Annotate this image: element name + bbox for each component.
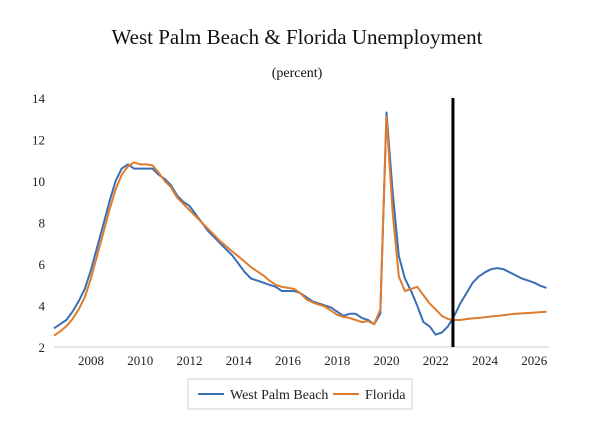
chart-subtitle: (percent) bbox=[272, 66, 323, 81]
x-tick-label: 2022 bbox=[423, 353, 449, 368]
x-tick-label: 2012 bbox=[176, 353, 202, 368]
x-tick-label: 2016 bbox=[275, 353, 302, 368]
legend-label: Florida bbox=[365, 388, 406, 403]
y-tick-label: 4 bbox=[39, 299, 46, 314]
series-line bbox=[53, 115, 547, 337]
series-florida bbox=[53, 115, 547, 337]
x-tick-label: 2008 bbox=[78, 353, 104, 368]
x-tick-label: 2010 bbox=[127, 353, 153, 368]
series-group bbox=[53, 111, 547, 337]
legend-box bbox=[187, 378, 413, 410]
y-tick-label: 10 bbox=[32, 174, 45, 189]
x-tick-label: 2020 bbox=[373, 353, 399, 368]
y-tick-label: 12 bbox=[32, 133, 45, 148]
y-tick-label: 8 bbox=[39, 216, 46, 231]
x-axis: 2008 2010 2012 2014 2016 2018 2020 2022 2024 2026 bbox=[78, 353, 548, 368]
x-tick-label: 2026 bbox=[521, 353, 548, 368]
series-line bbox=[53, 111, 547, 336]
series-west-palm-beach bbox=[53, 111, 547, 336]
x-tick-label: 2018 bbox=[324, 353, 350, 368]
legend-label: West Palm Beach bbox=[230, 388, 328, 403]
legend-item: Florida bbox=[333, 388, 406, 403]
y-tick-label: 2 bbox=[39, 340, 46, 355]
x-tick-label: 2024 bbox=[472, 353, 499, 368]
y-tick-label: 14 bbox=[32, 91, 46, 106]
legend-item: West Palm Beach bbox=[198, 388, 328, 403]
chart-title: West Palm Beach & Florida Unemployment bbox=[112, 25, 483, 49]
y-tick-label: 6 bbox=[39, 257, 46, 272]
legend: West Palm Beach Florida bbox=[187, 378, 413, 410]
y-axis: 2 4 6 8 10 12 14 bbox=[32, 91, 46, 355]
x-tick-label: 2014 bbox=[226, 353, 253, 368]
